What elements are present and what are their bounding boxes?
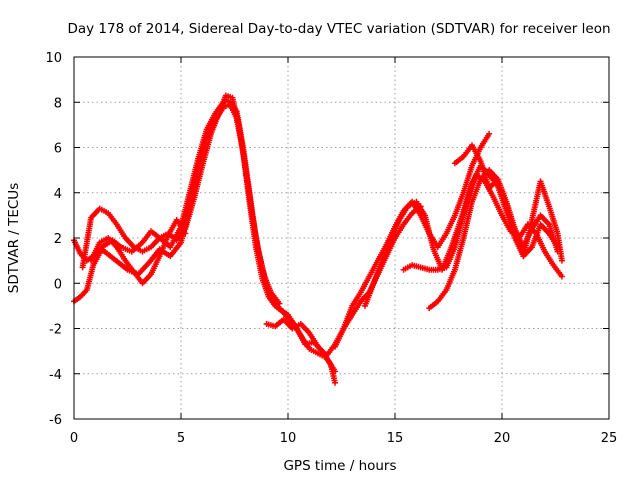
data-series [71,92,565,386]
x-tick-label: 20 [494,431,511,446]
y-tick-label: -2 [49,323,62,338]
x-tick-label: 25 [601,431,618,446]
y-tick-label: 6 [54,142,62,157]
series-track-3 [79,92,283,307]
y-axis-label: SDTVAR / TECUs [6,183,22,293]
y-tick-label: 0 [54,277,62,292]
series-line [333,132,491,348]
y-tick-labels: -6 -4 -2 0 2 4 6 8 10 [45,51,62,428]
chart-title: Day 178 of 2014, Sidereal Day-to-day VTE… [67,21,610,37]
x-tick-label: 0 [70,431,78,446]
x-tick-label: 5 [177,431,185,446]
y-tick-label: -4 [49,368,62,383]
x-tick-label: 10 [280,431,297,446]
data-point [276,300,283,307]
series-track-4 [88,216,189,287]
y-tick-label: 4 [54,187,62,202]
data-point [486,130,493,137]
data-point [558,257,565,264]
data-point [182,230,189,237]
y-tick-label: -6 [49,413,62,428]
y-tick-label: 8 [54,96,62,111]
data-point [558,273,565,280]
data-point [332,368,339,375]
data-point [332,379,339,386]
series-track-6 [332,130,493,350]
axis-ticks [73,56,610,420]
x-tick-labels: 0 5 10 15 20 25 [70,431,617,446]
data-point [554,244,561,251]
y-tick-label: 2 [54,232,62,247]
y-tick-label: 10 [45,51,62,66]
x-axis-label: GPS time / hours [283,458,396,474]
x-tick-label: 15 [387,431,404,446]
series-track-10 [451,142,561,260]
